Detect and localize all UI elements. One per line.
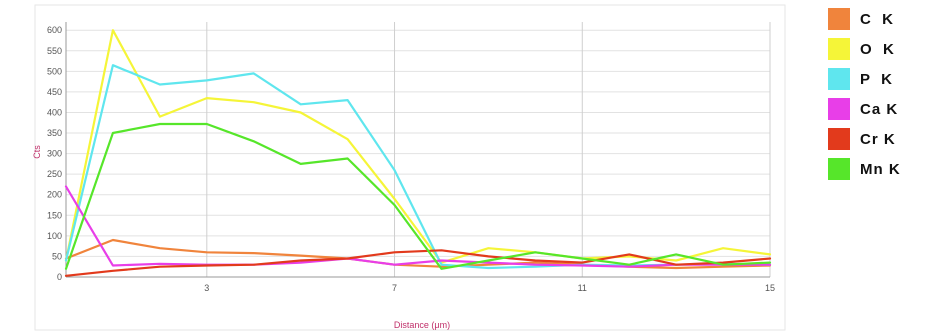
y-tick-label: 600 bbox=[47, 25, 62, 35]
grid-layer bbox=[66, 22, 771, 278]
series-line-ca-k bbox=[64, 185, 772, 268]
y-tick-labels: 0 50 100 150 200 250 300 350 400 450 500 550 600 bbox=[47, 25, 62, 282]
legend-label: Mn K bbox=[860, 160, 901, 178]
y-tick-label: 450 bbox=[47, 87, 62, 97]
chart-frame bbox=[34, 4, 786, 331]
y-tick-label: 0 bbox=[57, 272, 62, 282]
x-tick-labels: 3 7 11 15 bbox=[204, 283, 775, 293]
y-tick-label: 400 bbox=[47, 107, 62, 117]
y-tick-label: 200 bbox=[47, 190, 62, 200]
x-tick-label: 15 bbox=[765, 283, 775, 293]
y-tick-label: 550 bbox=[47, 46, 62, 56]
legend-item: Mn K bbox=[828, 158, 901, 180]
y-tick-label: 50 bbox=[52, 251, 62, 261]
series-line-mn-k bbox=[64, 122, 772, 270]
legend-swatch bbox=[828, 98, 850, 120]
legend-item: P K bbox=[828, 68, 901, 90]
legend-label: Cr K bbox=[860, 130, 896, 148]
legend-label: P K bbox=[860, 70, 893, 88]
series-layer bbox=[64, 29, 772, 277]
legend-swatch bbox=[828, 8, 850, 30]
legend-swatch bbox=[828, 38, 850, 60]
y-tick-label: 250 bbox=[47, 169, 62, 179]
y-tick-label: 150 bbox=[47, 210, 62, 220]
y-tick-label: 300 bbox=[47, 149, 62, 159]
legend-item: O K bbox=[828, 38, 901, 60]
y-tick-label: 500 bbox=[47, 66, 62, 76]
legend-label: C K bbox=[860, 10, 894, 28]
x-tick-label: 11 bbox=[578, 283, 587, 293]
y-tick-label: 350 bbox=[47, 128, 62, 138]
x-tick-label: 3 bbox=[204, 283, 209, 293]
y-axis-title: Cts bbox=[32, 145, 42, 159]
legend-label: O K bbox=[860, 40, 895, 58]
legend-swatch bbox=[828, 128, 850, 150]
legend-item: C K bbox=[828, 8, 901, 30]
legend-item: Ca K bbox=[828, 98, 901, 120]
x-tick-label: 7 bbox=[392, 283, 397, 293]
x-axis-title: Distance (μm) bbox=[394, 320, 450, 330]
legend-swatch bbox=[828, 158, 850, 180]
legend-item: Cr K bbox=[828, 128, 901, 150]
legend: C K O K P K Ca K Cr K Mn K bbox=[828, 8, 901, 180]
y-tick-label: 100 bbox=[47, 231, 62, 241]
series-line-c-k bbox=[64, 238, 772, 270]
legend-label: Ca K bbox=[860, 100, 899, 118]
legend-swatch bbox=[828, 68, 850, 90]
